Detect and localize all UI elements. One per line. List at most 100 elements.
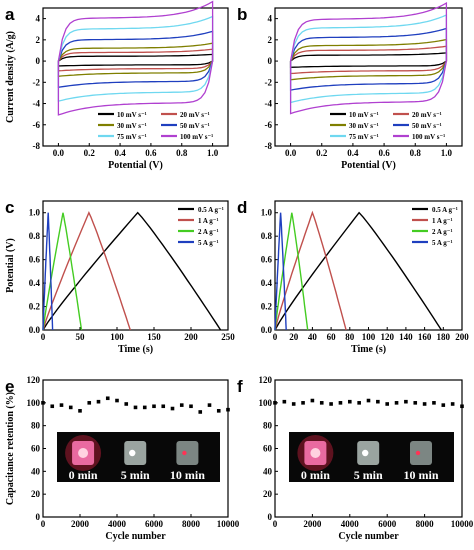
cv-loop-series <box>57 42 214 78</box>
panel-e: e 0 2000 4000 6000 8000 10000 0 20 40 60 80 100 120 Cy… <box>5 375 240 542</box>
y-tick-label: 0.8 <box>261 231 273 241</box>
legend-label: 30 mV s⁻¹ <box>117 122 147 130</box>
y-tick-label: 1.0 <box>29 208 41 218</box>
y-tick-label: 4 <box>36 14 41 24</box>
data-point <box>441 403 446 407</box>
legend-label: 1 A g⁻¹ <box>432 217 453 225</box>
data-point <box>124 402 129 406</box>
data-point <box>41 401 45 405</box>
x-tick-label: 4000 <box>108 519 127 529</box>
data-point <box>450 402 455 406</box>
x-tick-label: 1.0 <box>207 148 219 158</box>
y-tick-label: 0.2 <box>29 302 41 312</box>
x-tick-label: 80 <box>345 332 355 342</box>
plot-frame <box>42 7 229 147</box>
cv-loop-series <box>57 53 214 67</box>
data-point <box>273 401 277 405</box>
x-tick-label: 2000 <box>71 519 90 529</box>
x-tick-label: 0.4 <box>347 148 359 158</box>
y-tick-label: -4 <box>265 99 273 109</box>
x-tick-label: 60 <box>327 332 337 342</box>
x-axis-label: Potential (V) <box>341 160 396 171</box>
x-tick-label: 6000 <box>145 519 164 529</box>
x-tick-label: 0.0 <box>285 148 297 158</box>
led-light <box>78 448 89 458</box>
y-tick-label: 120 <box>27 375 41 385</box>
panel-label: c <box>5 198 14 217</box>
gcd-curve-series <box>42 212 54 331</box>
cv-loop-series <box>57 30 214 89</box>
x-axis-label: Cycle number <box>338 531 399 542</box>
legend-label: 10 mV s⁻¹ <box>117 111 147 119</box>
data-point <box>301 401 305 405</box>
cv-loop-series <box>57 0 214 116</box>
data-point <box>133 405 138 410</box>
legend-label: 0.5 A g⁻¹ <box>198 206 224 214</box>
y-tick-label: 60 <box>263 444 273 454</box>
data-point <box>59 403 64 407</box>
x-tick-label: 200 <box>455 332 469 342</box>
y-tick-label: 40 <box>31 466 41 476</box>
gcd-curve-series <box>274 211 442 331</box>
x-tick-label: 0.2 <box>84 148 96 158</box>
x-tick-label: 20 <box>289 332 299 342</box>
data-point <box>226 407 230 412</box>
data-point <box>87 401 92 405</box>
data-point <box>105 396 110 401</box>
device-photo-inset: 0 min 5 min 10 min <box>57 432 220 482</box>
x-tick-label: 0.6 <box>145 148 157 158</box>
x-tick-label: 1.0 <box>441 148 453 158</box>
y-tick-label: 20 <box>263 489 273 499</box>
panel-label: a <box>5 5 15 24</box>
y-tick-label: 0.2 <box>261 302 273 312</box>
legend-label: 5 A g⁻¹ <box>432 239 453 247</box>
y-tick-label: -2 <box>33 77 41 87</box>
legend-label: 100 mV s⁻¹ <box>180 133 213 141</box>
y-tick-label: 0.6 <box>29 255 41 265</box>
x-tick-label: 0.8 <box>410 148 422 158</box>
x-tick-label: 10000 <box>451 519 474 529</box>
legend-label: 20 mV s⁻¹ <box>412 111 442 119</box>
panel-label: b <box>237 5 247 24</box>
x-tick-label: 200 <box>184 332 198 342</box>
x-tick-label: 2000 <box>303 519 322 529</box>
legend-label: 20 mV s⁻¹ <box>180 111 210 119</box>
y-tick-label: 60 <box>31 444 41 454</box>
x-tick-label: 0.4 <box>114 148 126 158</box>
data-point <box>198 410 203 414</box>
y-tick-label: 0 <box>36 512 41 522</box>
plot-frame <box>274 7 463 147</box>
x-tick-label: 0.2 <box>316 148 328 158</box>
data-point <box>96 399 101 404</box>
gcd-curve-series <box>274 210 347 331</box>
panel-d: d 0 20 40 60 80 100 120 140 160 180 200 0.0 0.2 0.4 0.6… <box>237 198 469 355</box>
data-point <box>68 405 73 410</box>
inset-time-label: 5 min <box>354 468 383 482</box>
data-point <box>338 401 343 405</box>
x-tick-label: 4000 <box>341 519 360 529</box>
legend-label: 30 mV s⁻¹ <box>349 122 379 130</box>
y-tick-label: -6 <box>265 120 273 130</box>
legend-label: 75 mV s⁻¹ <box>117 133 147 141</box>
legend-label: 5 A g⁻¹ <box>198 239 219 247</box>
x-tick-label: 140 <box>399 332 413 342</box>
data-point <box>310 398 315 403</box>
y-tick-label: 40 <box>263 466 273 476</box>
x-tick-label: 100 <box>362 332 376 342</box>
x-tick-label: 250 <box>221 332 235 342</box>
x-tick-label: 120 <box>380 332 394 342</box>
data-point <box>142 405 147 410</box>
led-light <box>182 450 187 456</box>
y-axis-label: Current density (A/g) <box>5 31 16 123</box>
legend-label: 50 mV s⁻¹ <box>180 122 210 130</box>
cv-loop-series <box>289 45 448 75</box>
data-point <box>432 401 436 405</box>
x-axis-label: Time (s) <box>118 344 153 355</box>
x-tick-label: 180 <box>437 332 451 342</box>
y-tick-label: 1.0 <box>261 208 273 218</box>
y-axis-label: Capacitance retention (%) <box>5 392 16 505</box>
cv-loop-series <box>289 14 448 104</box>
data-point <box>394 401 399 405</box>
data-point <box>366 398 371 403</box>
